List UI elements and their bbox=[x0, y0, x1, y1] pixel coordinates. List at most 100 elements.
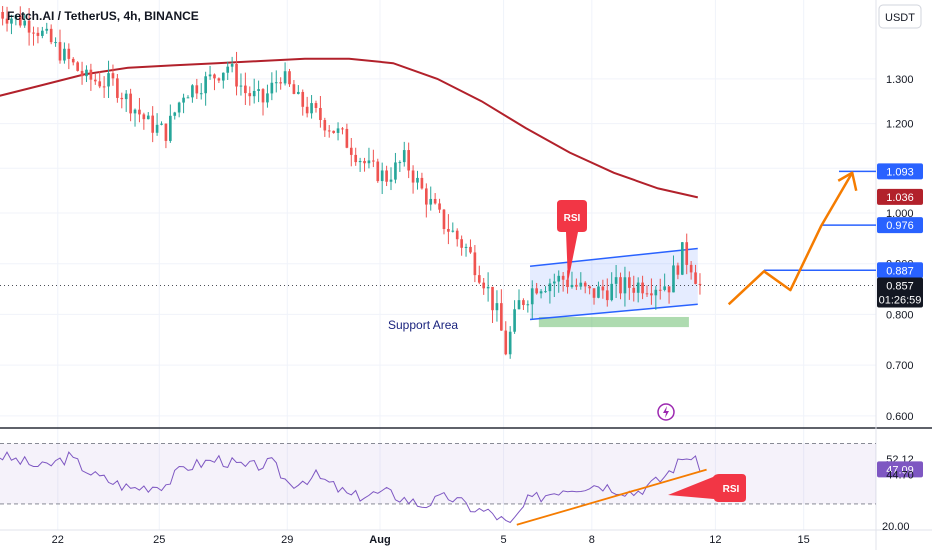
candle-body bbox=[199, 93, 203, 95]
candle bbox=[23, 14, 27, 28]
candle bbox=[469, 239, 472, 254]
candle-body bbox=[685, 242, 689, 265]
rsi-value-text: 44.70 bbox=[886, 469, 914, 481]
candle bbox=[619, 272, 622, 300]
lightning-icon[interactable] bbox=[657, 403, 675, 421]
candle bbox=[575, 278, 578, 291]
candle bbox=[230, 56, 234, 73]
candle bbox=[557, 270, 561, 293]
candle-body bbox=[146, 115, 150, 120]
price-label-0-887: 0.887 bbox=[877, 262, 923, 279]
candle-body bbox=[341, 128, 344, 130]
price-label-text: 1.093 bbox=[886, 166, 914, 178]
price-axis: 0.6000.7000.8000.9001.0001.2001.3001.093… bbox=[877, 74, 923, 423]
candle bbox=[18, 6, 22, 28]
candle bbox=[266, 84, 269, 108]
candle-body bbox=[213, 74, 216, 79]
candle-body bbox=[36, 32, 40, 36]
candle-body bbox=[522, 300, 525, 306]
candle bbox=[689, 261, 693, 280]
candle-body bbox=[93, 79, 97, 82]
candle bbox=[526, 300, 530, 313]
candle bbox=[239, 73, 243, 96]
candle bbox=[98, 71, 102, 89]
price-label-bg bbox=[877, 163, 923, 180]
candle-body bbox=[354, 154, 358, 163]
candle-body bbox=[433, 198, 437, 204]
candle bbox=[58, 29, 62, 64]
candle bbox=[327, 125, 331, 138]
candle-body bbox=[358, 160, 362, 163]
candle bbox=[628, 271, 631, 300]
currency-label: USDT bbox=[885, 12, 915, 24]
candle bbox=[398, 160, 402, 172]
candle-body bbox=[592, 288, 596, 298]
rsi-value-bg bbox=[877, 461, 923, 478]
candle-body bbox=[5, 18, 9, 24]
candle-body bbox=[614, 277, 618, 284]
price-label-0-976: 0.976 bbox=[877, 217, 923, 234]
price-label-text: 1.036 bbox=[886, 192, 914, 204]
candle-body bbox=[482, 282, 486, 289]
rsi-trendline bbox=[516, 468, 707, 526]
candle bbox=[539, 289, 543, 299]
candle bbox=[107, 60, 110, 99]
candle-body bbox=[367, 160, 371, 164]
candle bbox=[583, 281, 587, 294]
candle-body bbox=[107, 73, 110, 87]
candle-body bbox=[544, 291, 547, 293]
candle-body bbox=[244, 85, 247, 94]
price-tick-label: 1.300 bbox=[886, 74, 914, 86]
candle bbox=[349, 137, 353, 167]
candle bbox=[235, 51, 238, 96]
candle-body bbox=[469, 246, 472, 253]
candle-body bbox=[63, 48, 66, 61]
candle-body bbox=[504, 330, 508, 355]
candle bbox=[530, 280, 534, 319]
candle-body bbox=[416, 177, 419, 183]
candle-body bbox=[411, 170, 415, 183]
candle-body bbox=[420, 177, 424, 189]
candle-body bbox=[85, 69, 88, 77]
candle bbox=[579, 272, 583, 290]
candle bbox=[310, 95, 313, 119]
candle bbox=[407, 142, 410, 179]
candle-body bbox=[191, 85, 194, 98]
candle bbox=[570, 271, 574, 289]
candle-body bbox=[80, 70, 84, 77]
countdown-text: 01:26:59 bbox=[879, 295, 922, 307]
candle bbox=[389, 167, 393, 191]
candle-body bbox=[376, 161, 380, 182]
candle bbox=[424, 183, 428, 218]
candle bbox=[367, 147, 371, 169]
candle bbox=[641, 275, 644, 300]
candle bbox=[270, 72, 274, 101]
time-axis: 22 25 29 Aug 5 8 12 15 bbox=[52, 534, 810, 546]
candle bbox=[186, 95, 190, 99]
candle-body bbox=[513, 309, 516, 332]
candle-body bbox=[654, 289, 658, 296]
candle bbox=[544, 286, 547, 293]
candle bbox=[680, 241, 684, 276]
time-tick-label: 22 bbox=[52, 534, 64, 546]
candle bbox=[548, 278, 552, 304]
currency-button[interactable]: USDT bbox=[878, 4, 922, 29]
candle bbox=[698, 273, 702, 295]
candle-body bbox=[58, 42, 62, 61]
candle-body bbox=[327, 130, 331, 132]
candle bbox=[111, 64, 115, 86]
candle-body bbox=[583, 282, 587, 287]
candle bbox=[354, 147, 358, 166]
candle-body bbox=[500, 303, 503, 331]
time-tick-label: 25 bbox=[153, 534, 165, 546]
price-tick-label: 0.700 bbox=[886, 360, 914, 372]
candle-body bbox=[288, 71, 291, 85]
candle bbox=[36, 27, 40, 44]
candle bbox=[160, 121, 163, 126]
candle bbox=[363, 157, 366, 172]
rsi-value-text: 47.09 bbox=[886, 464, 914, 476]
candle-body bbox=[186, 97, 190, 99]
candle bbox=[27, 8, 31, 46]
candle bbox=[199, 83, 203, 100]
